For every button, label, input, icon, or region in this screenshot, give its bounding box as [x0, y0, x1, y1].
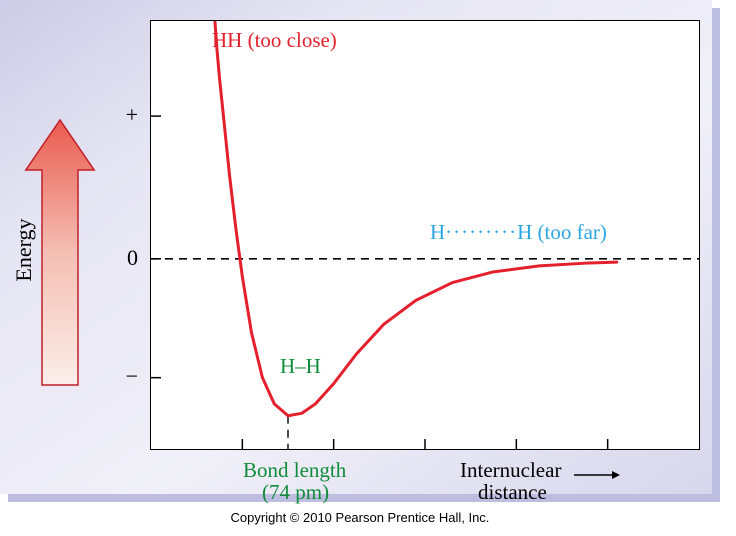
label-h-h-bonded: H–H	[280, 354, 321, 379]
chart-plot-area	[150, 20, 700, 450]
svg-text:+: +	[126, 102, 138, 127]
svg-text:−: −	[126, 364, 138, 389]
label-bond-length-line2: (74 pm)	[262, 480, 329, 505]
label-too-close: HH (too close)	[212, 28, 337, 53]
copyright-text: Copyright © 2010 Pearson Prentice Hall, …	[0, 502, 720, 525]
energy-axis-label: Energy	[11, 218, 37, 281]
svg-text:0: 0	[127, 245, 138, 270]
label-internuclear-line2: distance	[478, 480, 547, 505]
chart-svg	[151, 21, 699, 449]
figure-panel: +0 − Energy HH (too close) H–H H·········…	[0, 0, 720, 502]
label-too-far: H·········H (too far)	[430, 220, 607, 245]
